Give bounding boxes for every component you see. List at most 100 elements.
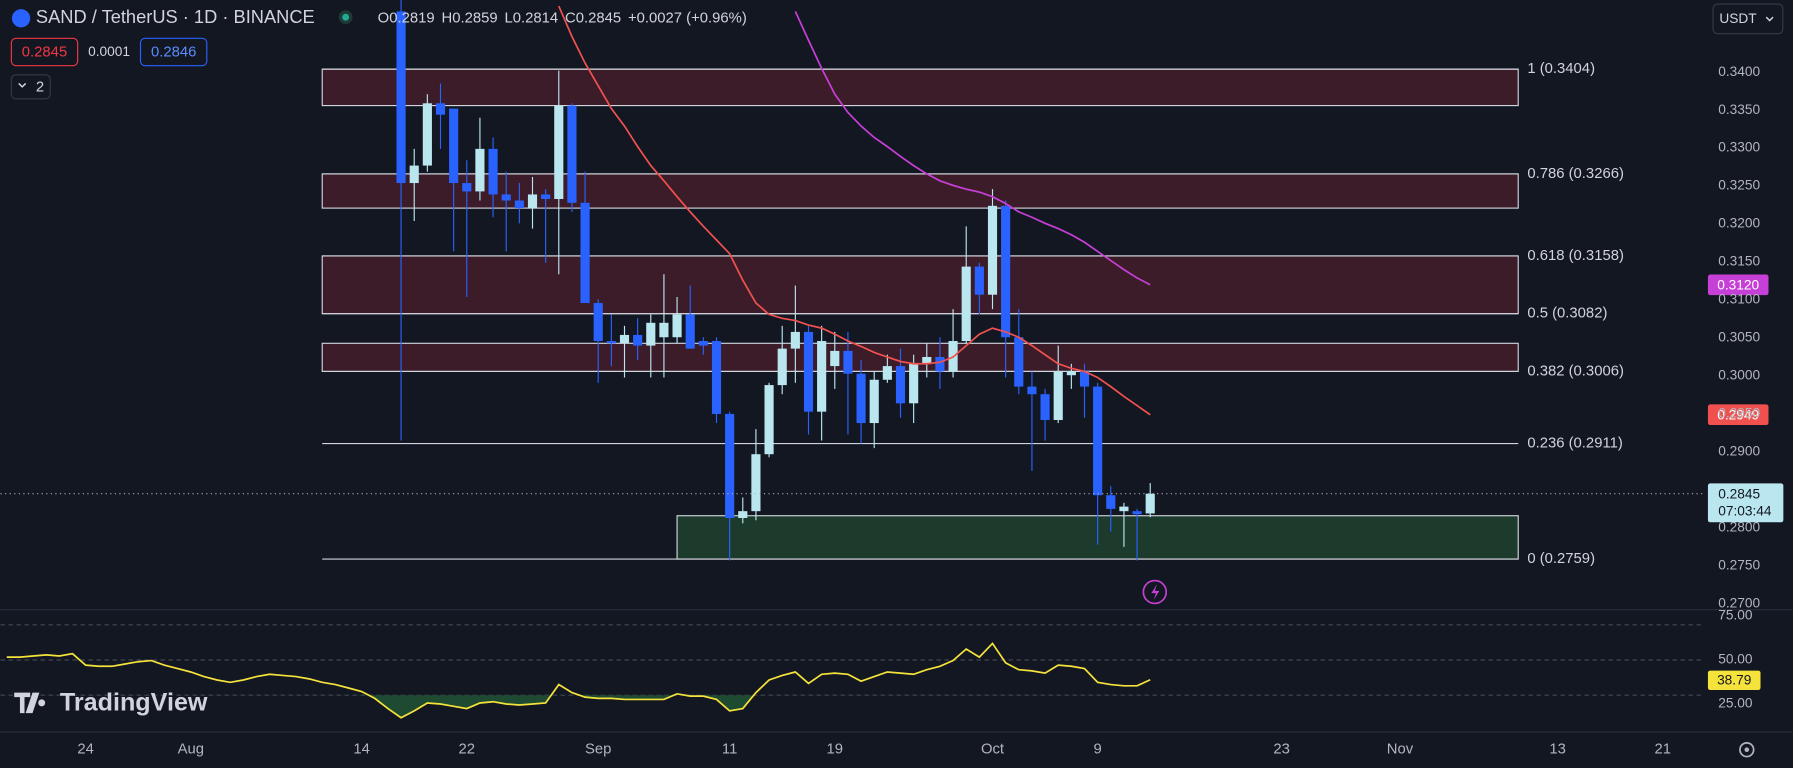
- y-tick-label: 0.3300: [1718, 140, 1760, 155]
- candle-body: [567, 105, 577, 203]
- candle-body: [554, 105, 564, 199]
- y-tick-label: 0.2700: [1718, 595, 1760, 610]
- y-tick-label: 25.00: [1718, 696, 1753, 711]
- x-tick-label: Nov: [1387, 742, 1414, 758]
- candle-body: [422, 103, 432, 166]
- x-tick-label: 19: [827, 742, 844, 758]
- y-tick-label: 0.3200: [1718, 216, 1760, 231]
- brand[interactable]: TradingView: [60, 689, 208, 717]
- candle-body: [619, 334, 630, 344]
- buy-price[interactable]: 0.2846: [151, 44, 196, 60]
- candle-body: [659, 322, 669, 338]
- settings-icon-center: [1744, 747, 1750, 752]
- rsi-value: 38.79: [1717, 672, 1751, 687]
- countdown: 07:03:44: [1718, 504, 1772, 519]
- settings-icon[interactable]: [1739, 742, 1755, 758]
- fib-label: 0.5 (0.3082): [1527, 306, 1607, 322]
- fib-label: 0.382 (0.3006): [1527, 363, 1624, 379]
- price-pane: 1 (0.3404) 0.786 (0.3266) 0.618 (0.3158) 0.…: [0, 0, 1704, 567]
- y-tick-label: 0.3050: [1718, 330, 1760, 345]
- buy-button[interactable]: [139, 37, 208, 67]
- candle-body: [935, 356, 945, 372]
- candle-body: [830, 350, 840, 367]
- y-tick-label: 0.3350: [1718, 102, 1760, 117]
- candle-body: [1079, 371, 1090, 387]
- x-tick-label: Aug: [178, 742, 204, 758]
- currency-select[interactable]: [1712, 3, 1784, 35]
- indicators-toggle[interactable]: [10, 74, 51, 100]
- y-tick-label: 75.00: [1718, 608, 1753, 623]
- candle-body: [711, 341, 722, 414]
- candle-body: [1040, 394, 1050, 421]
- logo-mark: [14, 692, 46, 714]
- ohlc-key: C: [565, 10, 576, 26]
- candle-body: [922, 356, 932, 364]
- y-tick-label: 0.2950: [1718, 406, 1760, 421]
- candle-body: [646, 322, 656, 346]
- y-tick-label: 0.3150: [1718, 254, 1760, 269]
- symbol-icon: [11, 9, 31, 28]
- sell-price[interactable]: 0.2845: [22, 44, 67, 60]
- candle-body: [580, 202, 590, 304]
- x-tick-label: 9: [1094, 742, 1102, 758]
- fib-label: 0.618 (0.3158): [1527, 248, 1624, 264]
- fib-label: 0.786 (0.3266): [1527, 166, 1624, 182]
- x-tick-label: 24: [77, 742, 94, 758]
- candle-body: [685, 314, 695, 349]
- candle-body: [1093, 386, 1103, 496]
- price-label-box: [1707, 404, 1769, 425]
- candle-body: [541, 194, 551, 199]
- candle-body: [909, 363, 919, 404]
- rsi-line: [6, 642, 1151, 719]
- fib-label: 1 (0.3404): [1527, 61, 1595, 77]
- candle-body: [1014, 337, 1024, 387]
- x-tick-label: Oct: [981, 742, 1005, 758]
- ohlc-value: 0.2814: [513, 10, 558, 26]
- candle-body: [396, 11, 406, 184]
- indicators-count[interactable]: 2: [36, 79, 44, 95]
- spread: 0.0001: [88, 44, 130, 59]
- candle-body: [409, 165, 419, 184]
- candle-body: [593, 303, 603, 342]
- candle-body: [790, 331, 800, 349]
- chevron-icon: [18, 82, 27, 88]
- candle-body: [738, 511, 748, 518]
- candle-body: [777, 348, 787, 386]
- candle-body: [764, 385, 774, 455]
- rsi-value-box: [1707, 670, 1761, 691]
- ohlc-value: 0.2845: [576, 10, 621, 26]
- candle-body: [1027, 386, 1037, 395]
- chevron-icon: [1765, 16, 1774, 22]
- candle-body: [817, 341, 827, 412]
- fib-label: 0 (0.2759): [1527, 551, 1595, 567]
- x-tick-label: 21: [1655, 742, 1672, 758]
- candle-body: [672, 314, 682, 338]
- ohlc-key: O: [378, 10, 390, 26]
- candle-body: [882, 366, 892, 380]
- y-tick-label: 0.2900: [1718, 444, 1760, 459]
- fib-label: 0.236 (0.2911): [1527, 435, 1623, 451]
- candle-body: [488, 148, 498, 195]
- candle-body: [856, 373, 866, 424]
- y-tick-label: 0.3100: [1718, 292, 1760, 307]
- candle-body: [974, 266, 984, 295]
- candle-body: [961, 266, 971, 342]
- sell-button[interactable]: [10, 37, 79, 67]
- current-price-box: [1707, 483, 1784, 523]
- moving-average: [557, 5, 1151, 416]
- ohlc-key: H: [441, 10, 452, 26]
- candle-body: [527, 194, 538, 209]
- x-tick-label: 11: [722, 742, 737, 758]
- x-tick-label: 22: [459, 742, 476, 758]
- currency[interactable]: USDT: [1719, 11, 1757, 26]
- candle-body: [987, 205, 998, 295]
- ohlc-value: 0.2859: [452, 10, 497, 26]
- candle-body: [514, 200, 524, 209]
- event-icon[interactable]: [1142, 579, 1168, 605]
- candle-body: [803, 331, 814, 412]
- candle-body: [843, 350, 853, 374]
- price-label: 0.3120: [1717, 278, 1759, 293]
- candle-body: [751, 454, 761, 512]
- symbol-title[interactable]: SAND / TetherUS · 1D · BINANCE: [36, 6, 315, 27]
